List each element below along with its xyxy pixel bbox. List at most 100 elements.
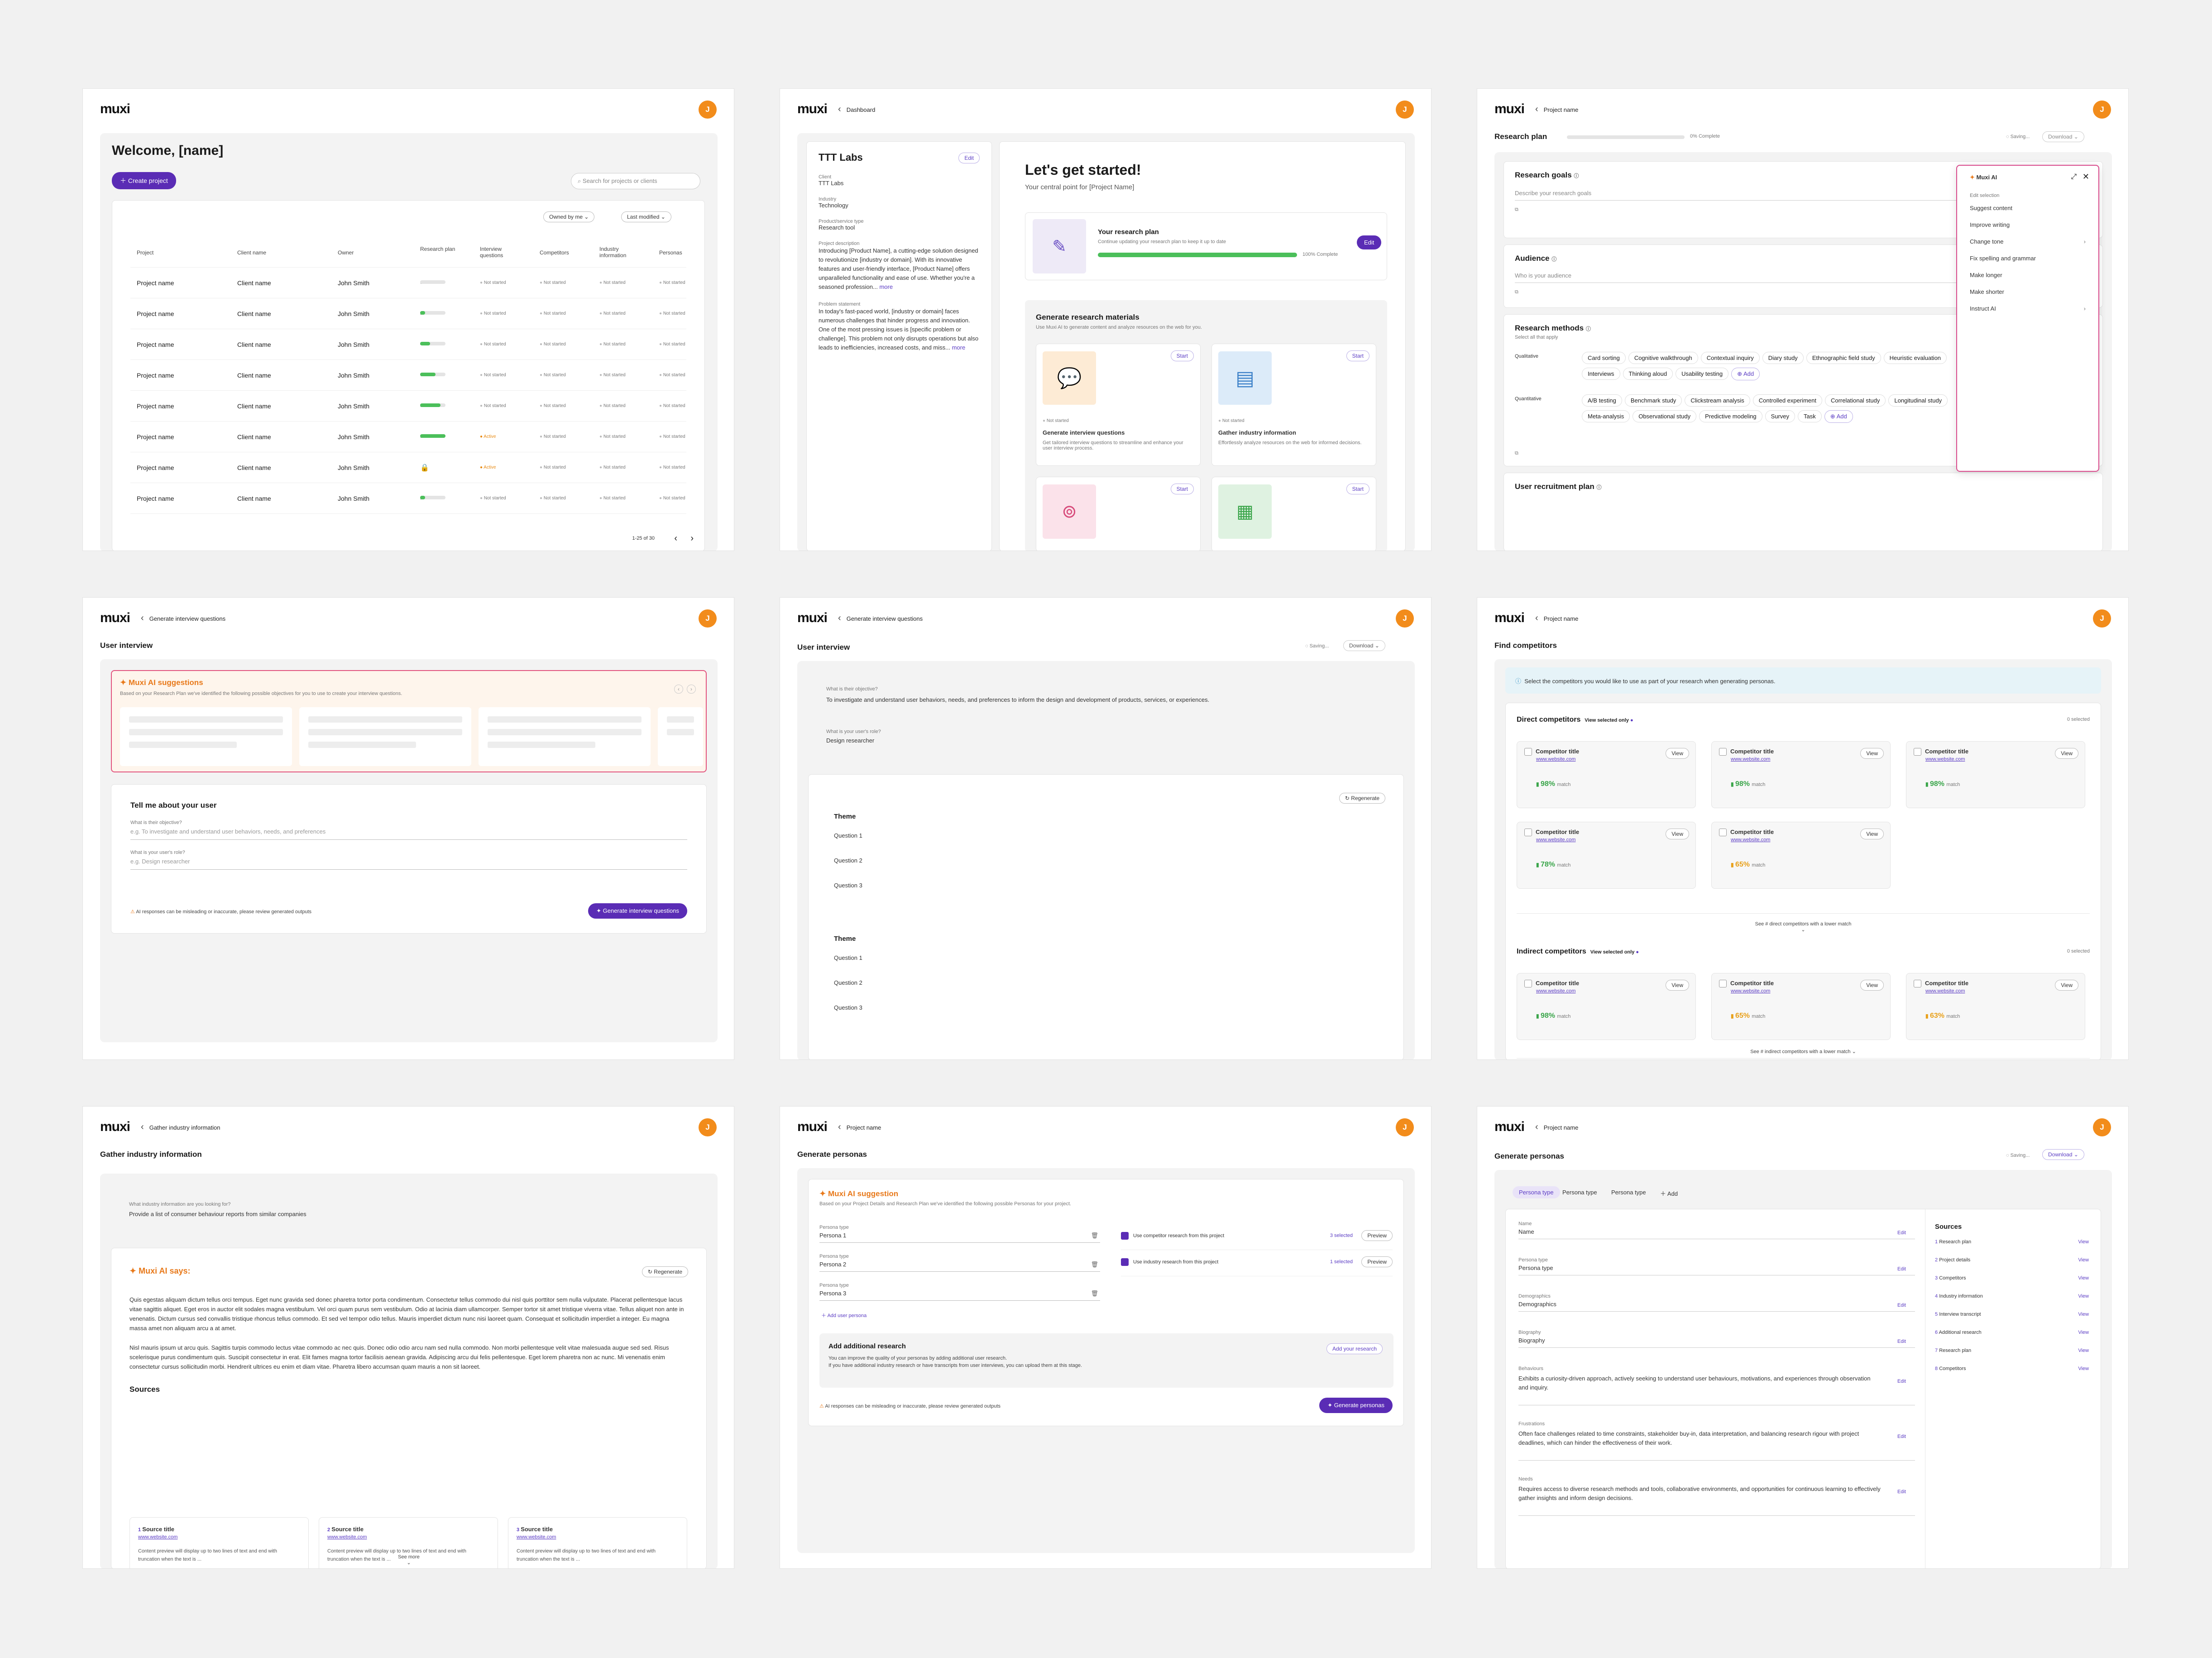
- competitor-url[interactable]: www.website.com: [1536, 988, 1576, 994]
- persona-field[interactable]: Persona type Persona 1 🗑: [819, 1225, 1100, 1243]
- question-item[interactable]: Question 2: [834, 857, 862, 864]
- more-link[interactable]: more: [952, 344, 966, 351]
- question-item[interactable]: Question 2: [834, 979, 862, 986]
- competitors-card[interactable]: ⊚ Start: [1036, 477, 1201, 551]
- question-item[interactable]: Question 3: [834, 882, 862, 889]
- method-chip[interactable]: Predictive modeling: [1699, 410, 1762, 422]
- ai-menu-item[interactable]: Suggest content: [1970, 205, 2086, 211]
- source-card[interactable]: 3 Source title www.website.com Content pre…: [508, 1517, 687, 1568]
- method-chip[interactable]: Benchmark study: [1624, 394, 1682, 407]
- industry-info-card[interactable]: ▤ Start Not started Gather industry info…: [1211, 344, 1376, 466]
- method-chip[interactable]: Meta-analysis: [1582, 410, 1630, 422]
- question-item[interactable]: Question 1: [834, 954, 862, 961]
- add-method-button[interactable]: ⊕ Add: [1824, 410, 1853, 423]
- method-chip[interactable]: A/B testing: [1582, 394, 1622, 407]
- start-button[interactable]: Start: [1346, 350, 1369, 361]
- competitor-url[interactable]: www.website.com: [1925, 757, 1965, 762]
- competitor-card[interactable]: Competitor title www.website.com ▮ 98% mat…: [1517, 741, 1696, 808]
- trash-icon[interactable]: 🗑: [1091, 1290, 1098, 1297]
- checkbox[interactable]: [1719, 829, 1727, 837]
- table-row[interactable]: Project name Client name John Smith 100% Ac…: [130, 422, 686, 452]
- source-item[interactable]: 7 Research plan View: [1935, 1348, 2089, 1353]
- checkbox[interactable]: [1121, 1258, 1129, 1266]
- edit-link[interactable]: Edit: [1897, 1434, 1906, 1439]
- table-row[interactable]: Project name Client name John Smith 40% Not…: [130, 329, 686, 360]
- copy-icon[interactable]: ⧉: [1515, 207, 1518, 212]
- preview-button[interactable]: Preview: [1361, 1230, 1393, 1241]
- avatar[interactable]: J: [699, 1118, 717, 1136]
- table-row[interactable]: Project name Client name John Smith 80% Not…: [130, 391, 686, 422]
- checkbox[interactable]: [1719, 748, 1727, 756]
- source-item[interactable]: 8 Competitors View: [1935, 1366, 2089, 1371]
- close-icon[interactable]: ✕: [2082, 172, 2089, 181]
- edit-link[interactable]: Edit: [1897, 1489, 1906, 1495]
- view-button[interactable]: View: [1666, 748, 1689, 759]
- view-button[interactable]: View: [1666, 980, 1689, 991]
- method-chip[interactable]: Ethnographic field study: [1806, 352, 1881, 364]
- modified-filter[interactable]: Last modified ⌄: [621, 211, 671, 222]
- question-item[interactable]: Question 3: [834, 1004, 862, 1011]
- view-link[interactable]: View: [2078, 1348, 2089, 1353]
- avatar[interactable]: J: [2093, 101, 2111, 119]
- see-more-indirect[interactable]: See # indirect competitors with a lower …: [1750, 1049, 1856, 1054]
- method-chip[interactable]: Contextual inquiry: [1700, 352, 1760, 364]
- expand-icon[interactable]: ⤢: [2071, 173, 2077, 181]
- start-button[interactable]: Start: [1170, 350, 1194, 361]
- project-name[interactable]: Project name: [137, 340, 174, 348]
- edit-link[interactable]: Edit: [1897, 1379, 1906, 1384]
- edit-plan-button[interactable]: Edit: [1357, 235, 1382, 249]
- breadcrumb[interactable]: Project name: [838, 1122, 881, 1132]
- method-chip[interactable]: Cognitive walkthrough: [1628, 352, 1698, 364]
- more-link[interactable]: more: [879, 283, 893, 290]
- method-chip[interactable]: Thinking aloud: [1623, 368, 1673, 380]
- view-link[interactable]: View: [2078, 1257, 2089, 1263]
- prev-icon[interactable]: ‹: [674, 685, 683, 694]
- competitor-url[interactable]: www.website.com: [1536, 837, 1576, 843]
- method-chip[interactable]: Survey: [1765, 410, 1795, 422]
- method-chip[interactable]: Heuristic evaluation: [1883, 352, 1947, 364]
- tab-persona-1[interactable]: Persona type: [1513, 1186, 1560, 1198]
- persona-field[interactable]: Persona type Persona 2 🗑: [819, 1254, 1100, 1272]
- avatar[interactable]: J: [699, 101, 717, 119]
- edit-link[interactable]: Edit: [1897, 1339, 1906, 1344]
- breadcrumb[interactable]: Project name: [1535, 1122, 1579, 1132]
- view-button[interactable]: View: [2055, 980, 2078, 991]
- project-name[interactable]: Project name: [137, 494, 174, 502]
- add-tab-button[interactable]: ＋ Add: [1660, 1190, 1678, 1197]
- breadcrumb[interactable]: Dashboard: [838, 104, 876, 115]
- preview-button[interactable]: Preview: [1361, 1256, 1393, 1267]
- avatar[interactable]: J: [1396, 1118, 1414, 1136]
- source-item[interactable]: 2 Project details View: [1935, 1257, 2089, 1263]
- view-button[interactable]: View: [1860, 748, 1884, 759]
- table-row[interactable]: Project name Client name John Smith 🔒 Active…: [130, 452, 686, 483]
- competitor-card[interactable]: Competitor title www.website.com ▮ 98% mat…: [1711, 741, 1891, 808]
- source-url[interactable]: www.website.com: [327, 1534, 367, 1540]
- add-persona-button[interactable]: ＋ Add user persona: [821, 1313, 867, 1318]
- interview-questions-card[interactable]: 💬 Start Not started Generate interview q…: [1036, 344, 1201, 466]
- breadcrumb[interactable]: Gather industry information: [141, 1122, 220, 1132]
- regenerate-button[interactable]: ↻ Regenerate: [642, 1266, 688, 1277]
- download-button[interactable]: Download ⌄: [2042, 1149, 2084, 1160]
- method-chip[interactable]: Interviews: [1582, 368, 1620, 380]
- view-button[interactable]: View: [1666, 829, 1689, 839]
- view-selected-toggle[interactable]: View selected only ●: [1585, 718, 1633, 723]
- method-chip[interactable]: Controlled experiment: [1752, 394, 1822, 407]
- checkbox[interactable]: [1121, 1232, 1129, 1240]
- create-project-button[interactable]: ＋ Create project: [112, 172, 176, 189]
- view-link[interactable]: View: [2078, 1239, 2089, 1245]
- competitor-card[interactable]: Competitor title www.website.com ▮ 98% mat…: [1517, 973, 1696, 1040]
- project-name[interactable]: Project name: [137, 433, 174, 441]
- source-url[interactable]: www.website.com: [138, 1534, 178, 1540]
- avatar[interactable]: J: [1396, 101, 1414, 119]
- competitor-url[interactable]: www.website.com: [1536, 757, 1576, 762]
- question-item[interactable]: Question 1: [834, 832, 862, 839]
- ai-menu-item[interactable]: Improve writing: [1970, 221, 2086, 228]
- view-link[interactable]: View: [2078, 1330, 2089, 1335]
- method-chip[interactable]: Usability testing: [1676, 368, 1729, 380]
- project-name[interactable]: Project name: [137, 371, 174, 379]
- checkbox[interactable]: [1719, 980, 1727, 988]
- research-option[interactable]: Use industry research from this project 1…: [1121, 1256, 1393, 1276]
- generate-questions-button[interactable]: ✦ Generate interview questions: [588, 903, 687, 919]
- avatar[interactable]: J: [1396, 609, 1414, 628]
- add-method-button[interactable]: ⊕ Add: [1731, 368, 1760, 380]
